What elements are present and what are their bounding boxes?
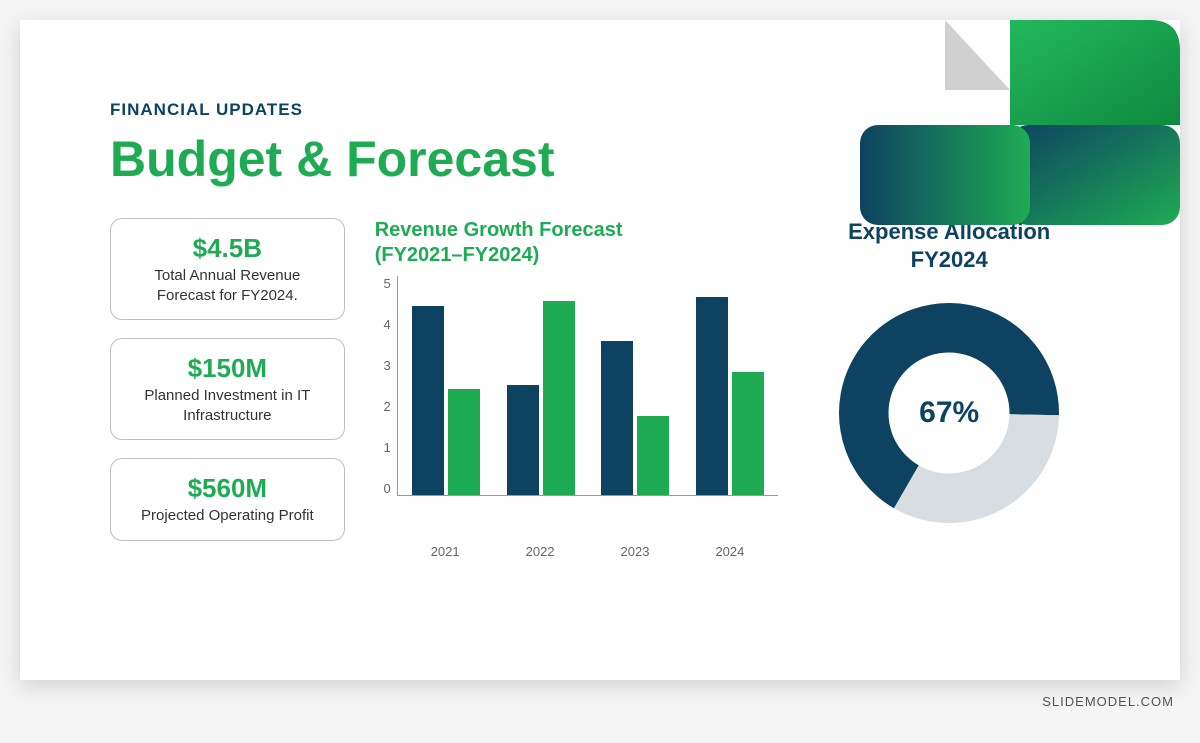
donut-chart: 67% [829, 293, 1069, 533]
x-tick-label: 2021 [407, 544, 484, 559]
stat-label: Projected Operating Profit [129, 506, 326, 526]
stat-label: Total Annual Revenue Forecast for FY2024… [129, 266, 326, 305]
y-tick-label: 0 [375, 481, 391, 496]
donut-title-line2: FY2024 [911, 247, 988, 272]
bar-chart-plot-area [397, 276, 779, 496]
bar-chart: 0 1 2 3 4 5 [375, 276, 779, 536]
y-tick-label: 3 [375, 358, 391, 373]
bar-series-b [543, 301, 575, 495]
donut-center-label: 67% [919, 396, 979, 430]
y-tick-label: 5 [375, 276, 391, 291]
bar-series-b [637, 416, 669, 495]
stat-label: Planned Investment in IT Infrastructure [129, 386, 326, 425]
bar-series-b [732, 372, 764, 495]
footer-brand: SLIDEMODEL.COM [20, 680, 1180, 723]
bar-chart-x-axis: 2021 2022 2023 2024 [397, 536, 779, 559]
bar-series-b [448, 389, 480, 495]
bar-series-a [696, 297, 728, 495]
stat-value: $560M [129, 473, 326, 504]
y-tick-label: 4 [375, 317, 391, 332]
bar-chart-title: Revenue Growth Forecast (FY2021–FY2024) [375, 218, 779, 268]
donut-chart-section: Expense Allocation FY2024 67% [808, 218, 1090, 559]
bar-series-a [601, 341, 633, 495]
bar-chart-title-line1: Revenue Growth Forecast [375, 219, 623, 241]
corner-decoration [800, 20, 1180, 240]
bar-series-a [507, 385, 539, 495]
x-tick-label: 2022 [502, 544, 579, 559]
bar-series-a [412, 306, 444, 495]
y-tick-label: 1 [375, 440, 391, 455]
x-tick-label: 2023 [597, 544, 674, 559]
stat-value: $150M [129, 353, 326, 384]
y-tick-label: 2 [375, 399, 391, 414]
stat-card: $150M Planned Investment in IT Infrastru… [110, 338, 345, 440]
stat-card-column: $4.5B Total Annual Revenue Forecast for … [110, 218, 345, 559]
slide: FINANCIAL UPDATES Budget & Forecast $4.5… [20, 20, 1180, 680]
bar-group [408, 306, 485, 495]
bar-chart-y-axis: 0 1 2 3 4 5 [375, 276, 397, 496]
stat-card: $560M Projected Operating Profit [110, 458, 345, 541]
stat-value: $4.5B [129, 233, 326, 264]
bar-group [597, 341, 674, 495]
bar-chart-section: Revenue Growth Forecast (FY2021–FY2024) … [375, 218, 779, 559]
bar-group [692, 297, 769, 495]
bar-group [502, 301, 579, 495]
x-tick-label: 2024 [691, 544, 768, 559]
bar-chart-title-line2: (FY2021–FY2024) [375, 244, 540, 266]
stat-card: $4.5B Total Annual Revenue Forecast for … [110, 218, 345, 320]
